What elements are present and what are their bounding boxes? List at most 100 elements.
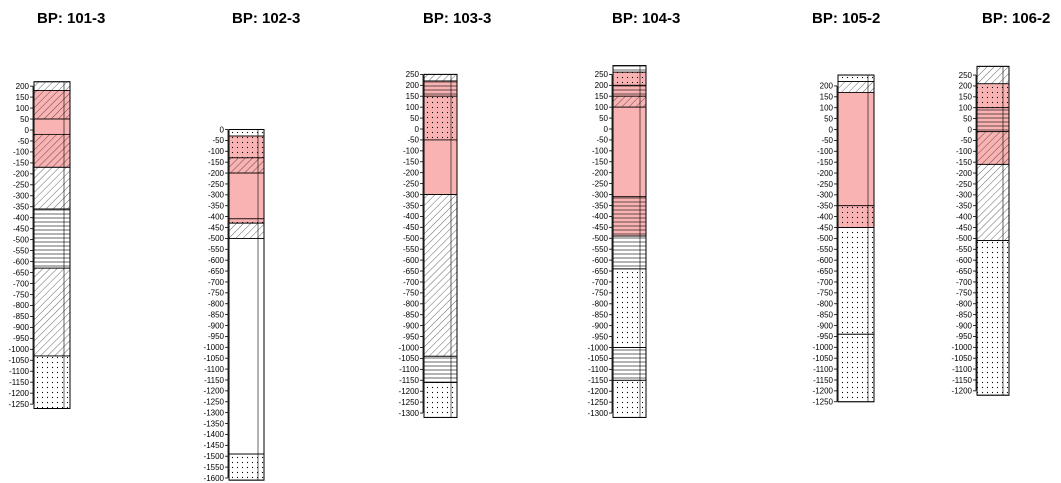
tick-label: -750 xyxy=(13,290,30,299)
dots-pattern xyxy=(229,129,264,137)
soil-layer xyxy=(837,227,875,335)
tick-label: -950 xyxy=(403,332,420,341)
tick-label: -750 xyxy=(817,289,834,298)
tick-label: -350 xyxy=(403,201,420,210)
tick-label: 200 xyxy=(16,82,30,91)
soil-layer xyxy=(612,268,647,348)
soil-layer xyxy=(976,107,1010,133)
soil-layer xyxy=(612,84,647,97)
contamination-fill xyxy=(838,92,874,206)
tick-label: -1050 xyxy=(204,354,225,363)
tick-label: -300 xyxy=(208,191,225,200)
borehole-log: BP: 104-3250200150100500-50-100-150-200-… xyxy=(588,10,680,418)
tick-label: 0 xyxy=(220,125,225,134)
diagonal-hatch-pattern xyxy=(977,164,1009,241)
tick-label: -400 xyxy=(403,212,420,221)
tick-label: -200 xyxy=(403,169,420,178)
dots-pattern xyxy=(613,268,646,348)
dots-pattern xyxy=(838,227,874,335)
tick-label: -200 xyxy=(592,169,609,178)
tick-label: -300 xyxy=(592,190,609,199)
tick-label: -600 xyxy=(956,256,973,265)
horizontal-lines-pattern xyxy=(34,208,70,269)
tick-label: -900 xyxy=(592,321,609,330)
horizontal-lines-pattern xyxy=(613,236,646,269)
column-outline xyxy=(612,65,647,418)
tick-label: -150 xyxy=(13,159,30,168)
tick-label: -500 xyxy=(956,234,973,243)
tick-label: -1100 xyxy=(9,367,29,376)
tick-label: -1000 xyxy=(952,343,973,352)
dots-pattern xyxy=(34,355,70,409)
tick-label: -800 xyxy=(592,300,609,309)
tick-label: -200 xyxy=(13,170,30,179)
tick-label: -100 xyxy=(13,148,30,157)
contamination-fill xyxy=(229,173,264,219)
tick-label: -1200 xyxy=(399,387,420,396)
tick-label: -1000 xyxy=(204,343,225,352)
tick-label: -400 xyxy=(13,214,30,223)
tick-label: -700 xyxy=(208,278,225,287)
tick-label: 100 xyxy=(959,104,973,113)
tick-label: -50 xyxy=(960,136,972,145)
tick-label: -800 xyxy=(403,300,420,309)
tick-label: -450 xyxy=(403,223,420,232)
soil-layer xyxy=(837,92,875,207)
tick-label: -1150 xyxy=(588,376,608,385)
contamination-fill xyxy=(613,107,646,197)
tick-label: -900 xyxy=(817,321,834,330)
tick-label: -700 xyxy=(13,279,30,288)
soil-layer xyxy=(612,65,647,73)
tick-label: 100 xyxy=(406,103,420,112)
tick-label: -1050 xyxy=(399,354,420,363)
soil-layer xyxy=(837,205,875,228)
tick-label: -950 xyxy=(817,332,834,341)
borehole-title: BP: 106-2 xyxy=(982,10,1050,27)
tick-label: -850 xyxy=(403,311,420,320)
tick-label: -800 xyxy=(817,300,834,309)
tick-label: -700 xyxy=(817,278,834,287)
layer-outline xyxy=(228,237,265,455)
tick-label: -300 xyxy=(403,190,420,199)
tick-label: -700 xyxy=(592,278,609,287)
tick-label: -1300 xyxy=(204,408,225,417)
borehole-title: BP: 101-3 xyxy=(37,10,105,27)
tick-label: -100 xyxy=(817,147,834,156)
tick-label: -250 xyxy=(208,180,225,189)
horizontal-lines-pattern xyxy=(424,80,457,97)
borehole-title: BP: 102-3 xyxy=(232,10,300,27)
tick-label: -650 xyxy=(13,268,30,277)
diagonal-hatch-pattern xyxy=(34,134,70,168)
tick-label: -1150 xyxy=(399,376,419,385)
tick-label: -250 xyxy=(592,179,609,188)
tick-label: 50 xyxy=(963,114,972,123)
column-outline xyxy=(837,74,875,403)
tick-label: -1200 xyxy=(9,389,30,398)
tick-label: -50 xyxy=(212,136,224,145)
soil-layer xyxy=(423,80,458,97)
tick-label: 200 xyxy=(595,81,609,90)
tick-label: -550 xyxy=(956,245,973,254)
tick-label: 0 xyxy=(829,125,834,134)
tick-label: -1100 xyxy=(813,365,833,374)
soil-layer xyxy=(33,90,71,120)
soil-layer xyxy=(612,196,647,237)
tick-label: -1100 xyxy=(588,365,608,374)
tick-label: -1250 xyxy=(588,398,609,407)
tick-label: 50 xyxy=(410,114,419,123)
tick-label: -1000 xyxy=(813,343,834,352)
tick-label: -1200 xyxy=(588,387,609,396)
diagonal-hatch-pattern xyxy=(838,81,874,93)
tick-label: -1100 xyxy=(204,365,224,374)
soil-layer xyxy=(837,74,875,82)
horizontal-lines-pattern xyxy=(977,107,1009,132)
tick-label: -600 xyxy=(13,257,30,266)
borehole-log: BP: 102-3 0 -50 -100 -150 -200 -250 -300 -350-40… xyxy=(204,10,301,483)
tick-label: 150 xyxy=(820,93,834,102)
tick-label: -1150 xyxy=(204,376,224,385)
tick-label: -1250 xyxy=(813,398,834,407)
tick-label: -150 xyxy=(208,158,225,167)
tick-label: -1150 xyxy=(952,376,972,385)
soil-layer xyxy=(976,65,1010,85)
diagonal-hatch-pattern xyxy=(613,96,646,108)
